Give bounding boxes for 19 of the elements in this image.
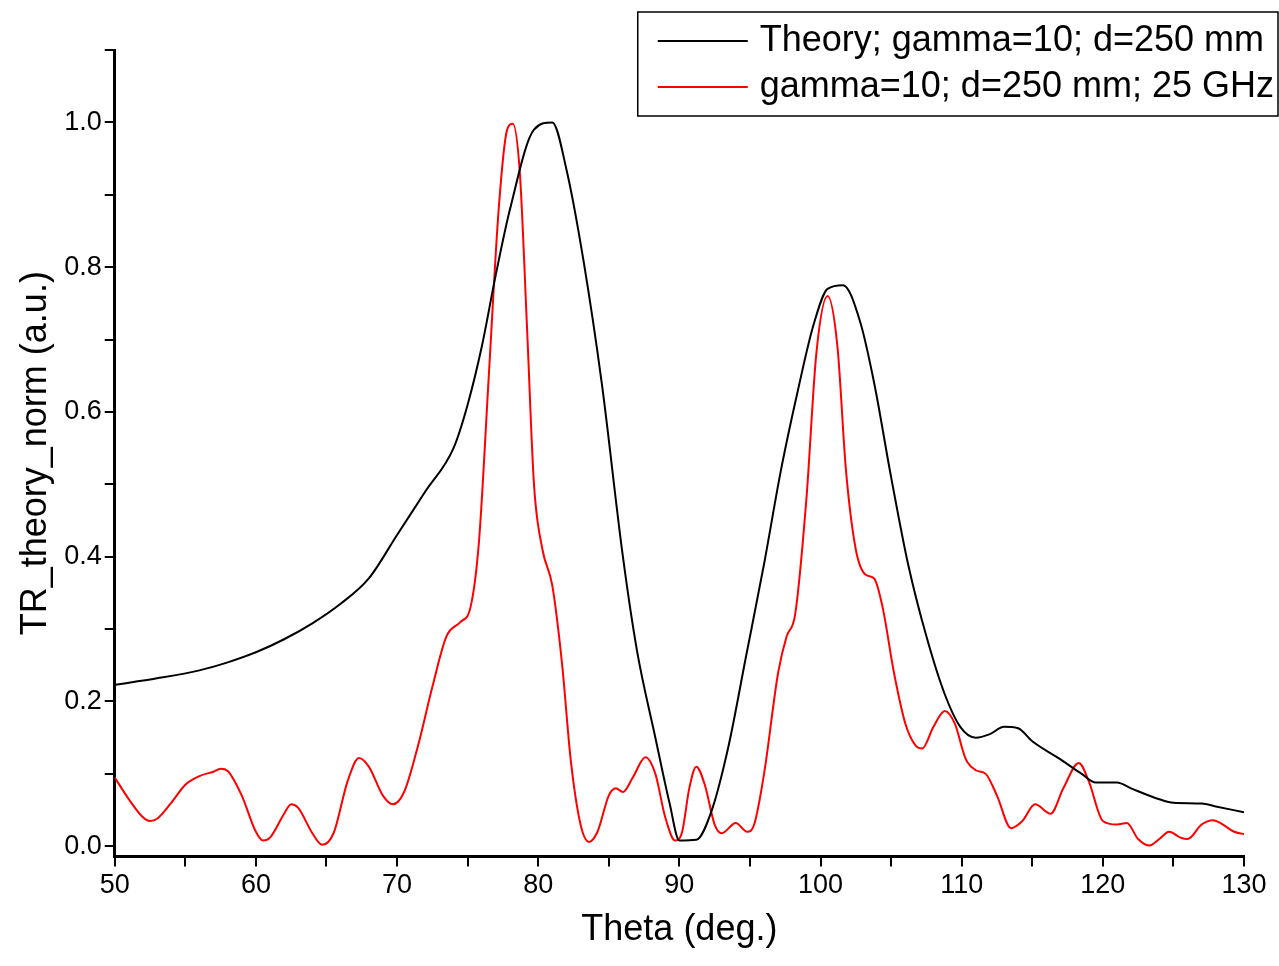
y-tick-label: 0.0 <box>64 829 102 860</box>
legend-label: gamma=10; d=250 mm; 25 GHz <box>759 63 1274 105</box>
x-tick-label: 80 <box>523 869 554 900</box>
x-tick-label: 120 <box>1080 869 1126 900</box>
x-tick-label: 60 <box>240 869 271 900</box>
x-tick-label: 130 <box>1221 869 1267 900</box>
x-tick-label: 50 <box>99 869 130 900</box>
y-tick-label: 1.0 <box>64 105 102 136</box>
y-tick-label: 0.6 <box>64 395 102 426</box>
x-tick-label: 90 <box>664 869 695 900</box>
x-tick-label: 100 <box>797 869 844 900</box>
x-tick-label: 70 <box>382 869 413 900</box>
y-tick-label: 0.2 <box>64 684 102 715</box>
y-tick-label: 0.8 <box>64 250 102 281</box>
y-axis-title: TR_theory_norm (a.u.) <box>12 271 54 636</box>
y-tick-label: 0.4 <box>64 540 102 571</box>
x-tick-label: 110 <box>940 869 984 900</box>
legend-label: Theory; gamma=10; d=250 mm <box>759 17 1264 59</box>
x-axis-title: Theta (deg.) <box>581 907 778 949</box>
